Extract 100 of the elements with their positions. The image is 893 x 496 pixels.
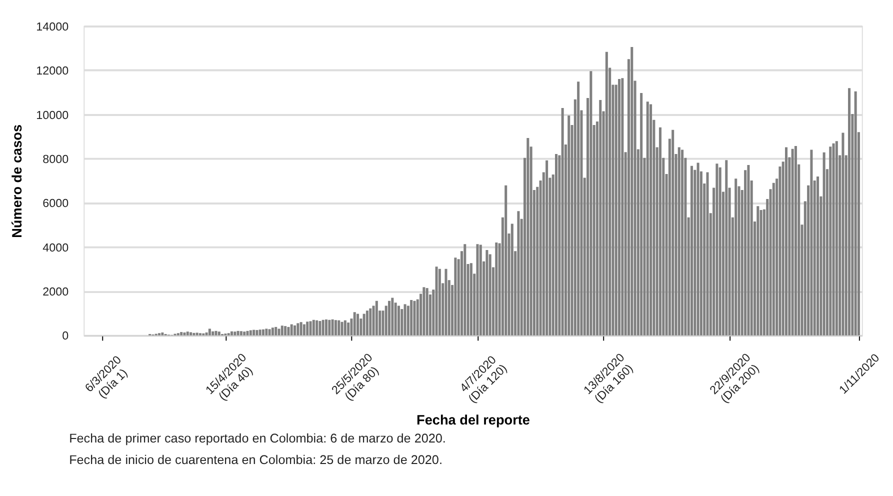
bar <box>190 332 192 336</box>
bar <box>306 322 309 336</box>
bar <box>568 115 570 336</box>
bar <box>240 331 242 336</box>
bar <box>760 210 762 336</box>
bar <box>369 308 372 336</box>
bar <box>476 244 479 336</box>
bar <box>353 312 356 336</box>
bar <box>438 268 441 336</box>
bar <box>300 322 302 336</box>
bar <box>504 185 508 336</box>
bar <box>302 324 306 336</box>
bar <box>747 164 750 336</box>
bar <box>526 138 530 336</box>
bar <box>196 332 198 336</box>
bar <box>678 147 680 336</box>
bar <box>577 82 580 336</box>
bar <box>218 332 220 336</box>
bar <box>328 320 331 336</box>
bar <box>422 287 426 336</box>
bar <box>658 127 662 336</box>
bar <box>268 329 271 336</box>
text: Fecha de inicio de cuarentena en Colombia: 25 de marzo de 2020. <box>69 452 442 467</box>
bar <box>810 150 813 336</box>
bar <box>725 160 728 336</box>
bar <box>734 178 738 336</box>
bar <box>630 46 634 336</box>
bar <box>375 300 378 336</box>
bar <box>312 320 315 336</box>
bar <box>561 108 564 336</box>
bar <box>234 332 236 336</box>
bar <box>243 332 246 336</box>
bar <box>772 182 775 336</box>
bar <box>325 319 328 336</box>
y-tick-label: 14000 <box>36 20 70 34</box>
bar <box>835 141 838 336</box>
bar <box>258 330 262 336</box>
bar <box>605 52 608 336</box>
bar <box>599 100 602 336</box>
bar <box>356 314 360 336</box>
bar <box>413 300 416 336</box>
bar <box>246 330 249 336</box>
bar <box>388 300 391 336</box>
bar <box>262 329 265 336</box>
y-tick-label: 12000 <box>36 64 70 78</box>
bar <box>718 167 722 336</box>
bar <box>347 322 350 336</box>
bar <box>816 176 820 336</box>
bar <box>296 323 300 336</box>
bar <box>621 78 624 336</box>
y-tick-label: 0 <box>62 330 70 343</box>
bar <box>290 324 293 336</box>
bar <box>854 91 857 336</box>
y-tick-label: 4000 <box>42 241 70 254</box>
x-axis-title: Fecha del reporte <box>416 412 530 428</box>
bar <box>338 320 340 336</box>
bar <box>791 148 794 336</box>
bar <box>236 330 240 336</box>
bar <box>517 211 520 336</box>
bar <box>391 298 394 336</box>
bar <box>192 332 196 336</box>
bar <box>344 320 346 336</box>
bar <box>640 92 643 336</box>
y-tick-label: 8000 <box>42 152 70 166</box>
bar <box>794 146 797 336</box>
bar <box>252 330 256 336</box>
bar <box>205 332 208 336</box>
bar <box>340 322 344 336</box>
y-axis-title: Número de casos <box>10 124 25 238</box>
bar <box>822 152 826 336</box>
bar <box>546 160 548 336</box>
bar <box>479 244 482 336</box>
bar <box>362 314 366 336</box>
text: Fecha de primer caso reportado en Colombia: 6 de marzo de 2020. <box>69 431 446 446</box>
bar <box>618 79 621 336</box>
bar <box>829 146 832 336</box>
bar <box>444 268 448 336</box>
y-tick-label: 2000 <box>42 286 70 299</box>
bar <box>278 328 280 336</box>
bar <box>284 326 287 336</box>
bar <box>410 300 413 336</box>
bar <box>706 172 709 336</box>
bar <box>322 320 324 336</box>
y-tick-label: 10000 <box>36 108 70 122</box>
bar <box>280 326 284 336</box>
bar <box>397 306 400 336</box>
bar <box>214 330 218 336</box>
bar <box>488 254 492 336</box>
bar <box>650 104 652 336</box>
bar <box>510 224 514 336</box>
bar <box>646 102 649 336</box>
bar <box>842 132 844 336</box>
bar <box>848 88 851 336</box>
bar <box>287 326 290 336</box>
bar <box>690 166 693 336</box>
bar <box>274 326 278 336</box>
bar <box>486 250 488 336</box>
bar <box>249 330 252 336</box>
bar <box>256 330 258 336</box>
bar <box>366 310 368 336</box>
